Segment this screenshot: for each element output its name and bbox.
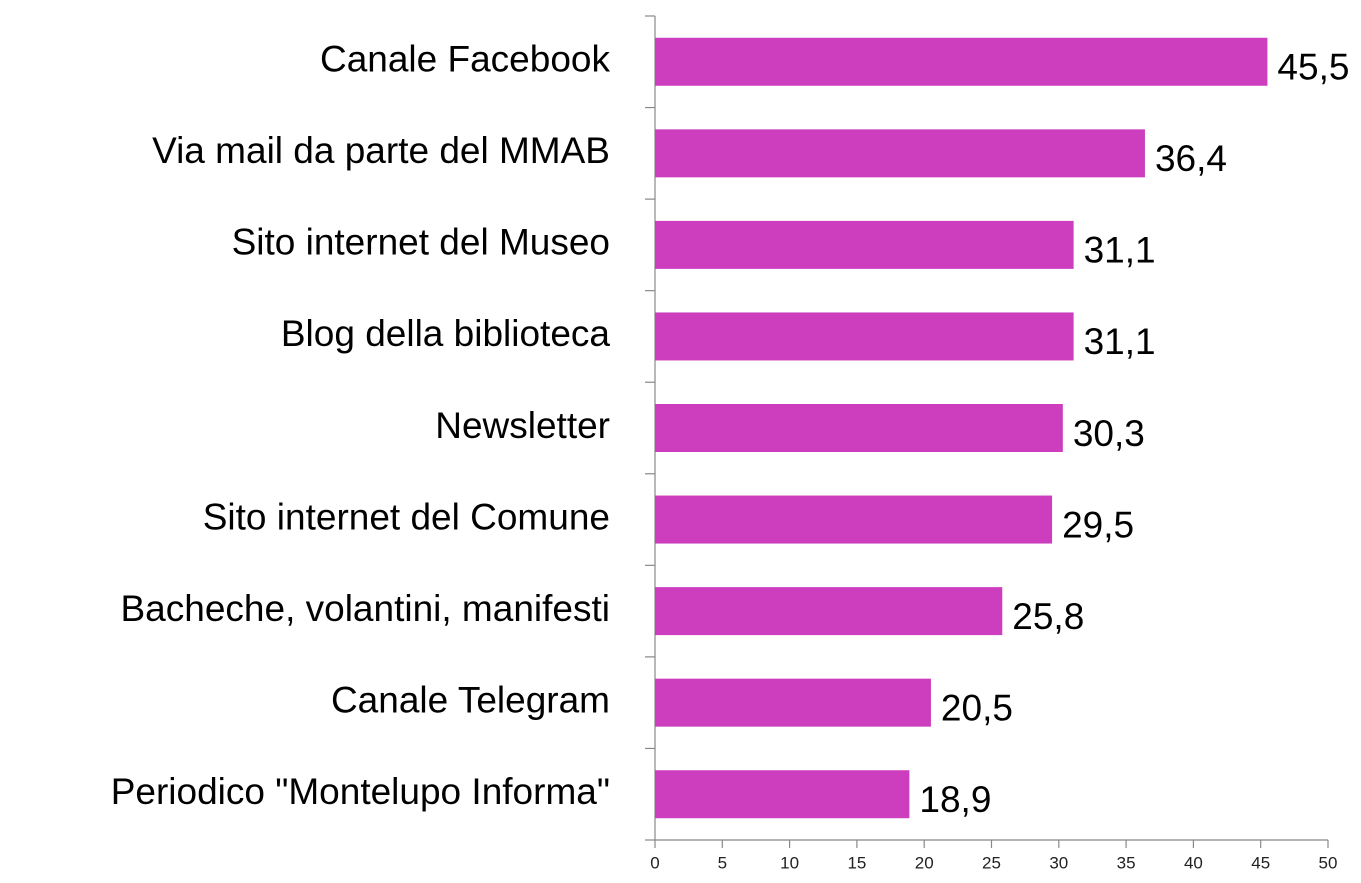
x-tick-label: 35 bbox=[1117, 853, 1136, 872]
value-label: 18,9 bbox=[919, 779, 991, 820]
bar bbox=[655, 312, 1074, 361]
bar bbox=[655, 129, 1145, 178]
category-label: Via mail da parte del MMAB bbox=[152, 130, 610, 171]
category-label: Canale Telegram bbox=[331, 679, 610, 720]
category-label: Bacheche, volantini, manifesti bbox=[121, 588, 611, 629]
x-tick-label: 20 bbox=[915, 853, 934, 872]
x-tick-label: 45 bbox=[1251, 853, 1270, 872]
category-label: Newsletter bbox=[435, 405, 610, 446]
value-label: 30,3 bbox=[1073, 413, 1145, 454]
value-label: 20,5 bbox=[941, 687, 1013, 728]
value-label: 29,5 bbox=[1062, 504, 1134, 545]
value-label: 36,4 bbox=[1155, 138, 1227, 179]
bar bbox=[655, 220, 1074, 269]
bar bbox=[655, 678, 931, 727]
x-tick-label: 10 bbox=[780, 853, 799, 872]
bar bbox=[655, 37, 1268, 86]
x-tick-label: 5 bbox=[718, 853, 727, 872]
x-tick-label: 30 bbox=[1049, 853, 1068, 872]
category-label: Blog della biblioteca bbox=[281, 313, 611, 354]
x-tick-label: 40 bbox=[1184, 853, 1203, 872]
bar bbox=[655, 404, 1063, 452]
category-label: Sito internet del Museo bbox=[232, 222, 610, 263]
value-label: 45,5 bbox=[1277, 47, 1349, 88]
value-label: 31,1 bbox=[1084, 230, 1156, 271]
category-label: Sito internet del Comune bbox=[203, 496, 610, 537]
x-tick-label: 25 bbox=[982, 853, 1001, 872]
x-tick-label: 0 bbox=[650, 853, 659, 872]
bar bbox=[655, 770, 910, 819]
value-label: 25,8 bbox=[1012, 596, 1084, 637]
value-label: 31,1 bbox=[1084, 321, 1156, 362]
x-tick-label: 15 bbox=[847, 853, 866, 872]
bar bbox=[655, 587, 1003, 636]
category-label: Canale Facebook bbox=[320, 39, 611, 80]
category-label: Periodico "Montelupo Informa" bbox=[111, 771, 610, 812]
x-tick-label: 50 bbox=[1319, 853, 1338, 872]
bar bbox=[655, 495, 1053, 544]
